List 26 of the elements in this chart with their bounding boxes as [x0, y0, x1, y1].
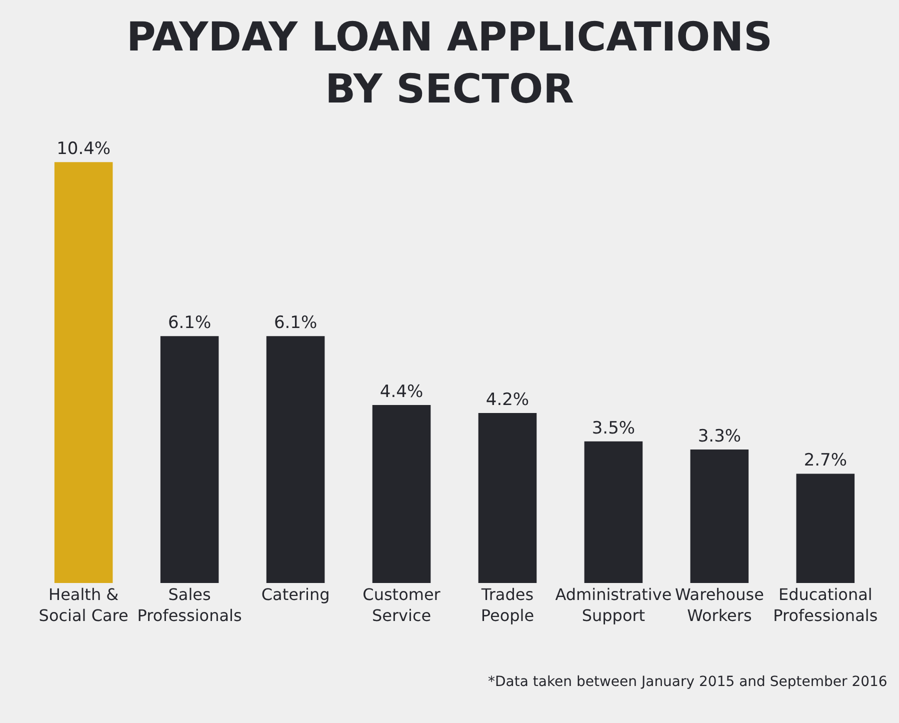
chart-title: PAYDAY LOAN APPLICATIONS BY SECTOR — [126, 14, 772, 113]
x-tick-label: Sales Professionals — [137, 585, 242, 625]
x-tick-label: Catering — [261, 585, 330, 604]
x-tick-label: Trades People — [480, 585, 534, 625]
x-tick-label: Administrative Support — [555, 585, 672, 625]
data-label: 3.3% — [698, 426, 742, 446]
data-label: 4.2% — [486, 390, 530, 410]
data-label: 6.1% — [274, 313, 318, 334]
bar — [690, 449, 749, 583]
text: *Data taken between January 2015 and September 2016 — [488, 674, 888, 690]
bar — [796, 474, 855, 583]
data-label: 3.5% — [592, 418, 636, 438]
bar — [266, 336, 325, 583]
x-tick-label: Customer Service — [362, 585, 441, 625]
bar — [54, 162, 113, 583]
data-label: 2.7% — [804, 450, 848, 471]
data-label: 4.4% — [380, 382, 424, 402]
bar — [160, 336, 219, 583]
bar — [478, 413, 537, 583]
bar — [584, 441, 643, 583]
x-tick-label: Educational Professionals — [773, 585, 878, 625]
bar — [372, 404, 431, 583]
data-label: 6.1% — [168, 313, 212, 334]
data-label: 10.4% — [56, 139, 111, 160]
x-tick-label: Health & Social Care — [38, 585, 128, 625]
x-tick-label: Warehouse Workers — [674, 585, 764, 625]
